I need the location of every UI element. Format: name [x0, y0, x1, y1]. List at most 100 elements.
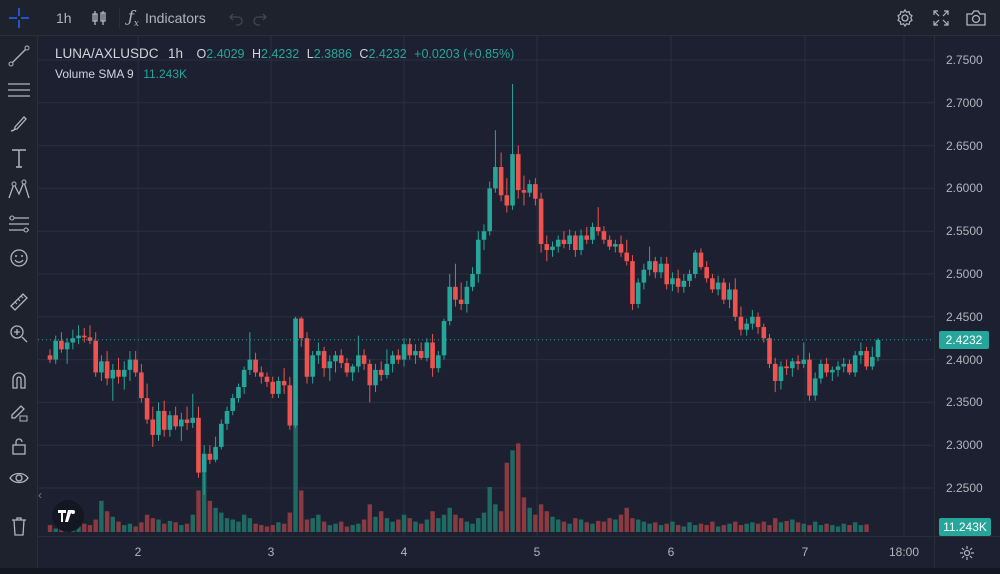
- volume-bar: [681, 526, 687, 532]
- volume-bar: [356, 523, 361, 532]
- horizontal-lines-icon[interactable]: [7, 78, 31, 102]
- candle-body: [641, 269, 647, 283]
- zoom-in-icon[interactable]: [7, 322, 31, 346]
- text-tool-icon[interactable]: [7, 146, 31, 170]
- close-value: 2.4232: [368, 47, 407, 61]
- magnet-icon[interactable]: [7, 368, 31, 392]
- candle: [527, 179, 532, 197]
- candle-body: [515, 154, 521, 191]
- candle: [607, 235, 612, 251]
- volume-bar: [281, 523, 287, 532]
- interval-label: 1h: [56, 10, 72, 26]
- candle-body: [247, 359, 253, 370]
- candle: [276, 376, 281, 399]
- axis-settings-corner[interactable]: [934, 536, 1000, 568]
- candle: [852, 351, 858, 377]
- candle: [304, 332, 310, 384]
- emoji-icon[interactable]: [7, 246, 31, 270]
- candle: [247, 332, 253, 376]
- volume-bar: [824, 523, 829, 532]
- candle: [53, 335, 59, 364]
- time-tick-label: 6: [667, 545, 675, 559]
- volume-bar: [858, 525, 864, 532]
- candle: [624, 239, 630, 266]
- interval-button[interactable]: 1h: [56, 0, 72, 36]
- volume-bar: [247, 518, 253, 532]
- volume-bar: [818, 525, 824, 532]
- volume-bar: [595, 520, 601, 532]
- price-axis[interactable]: 2.7500 2.7000 2.6500 2.6000 2.5500 2.5000 2.45…: [934, 36, 1000, 536]
- candle-body: [544, 244, 550, 251]
- projection-icon[interactable]: [7, 212, 31, 236]
- indicators-button[interactable]: ƒx Indicators: [128, 0, 206, 36]
- undo-icon[interactable]: [228, 0, 244, 36]
- candle: [104, 351, 110, 386]
- volume-bar: [201, 473, 207, 532]
- volume-bar: [162, 523, 167, 532]
- ruler-icon[interactable]: [7, 290, 31, 314]
- lock-icon[interactable]: [7, 434, 31, 458]
- candle-body: [869, 357, 875, 367]
- settings-gear-icon[interactable]: [895, 0, 915, 36]
- candle: [361, 349, 367, 370]
- volume-bar: [864, 524, 869, 532]
- candle-body: [573, 235, 578, 251]
- volume-bar: [653, 522, 658, 532]
- candle: [613, 239, 618, 253]
- volume-bar: [550, 516, 555, 532]
- candle: [675, 269, 681, 293]
- volume-bar: [339, 521, 344, 532]
- crosshair-icon[interactable]: [7, 6, 31, 30]
- volume-bar: [470, 523, 475, 532]
- candle: [515, 145, 521, 199]
- volume-bar: [127, 523, 133, 532]
- candle: [196, 406, 201, 478]
- bar-style-icon[interactable]: [90, 0, 108, 36]
- candle: [436, 351, 441, 373]
- collapse-arrow-icon[interactable]: ‹: [38, 488, 42, 502]
- symbol-name[interactable]: LUNA/AXLUSDC: [55, 46, 159, 61]
- pattern-icon[interactable]: [7, 178, 31, 202]
- trash-icon[interactable]: [7, 514, 31, 538]
- screenshot-camera-icon[interactable]: [965, 0, 987, 36]
- lock-pencil-icon[interactable]: [7, 400, 31, 424]
- candle-body: [864, 351, 869, 367]
- axis-settings-gear-icon[interactable]: [935, 537, 1000, 569]
- volume-bar: [727, 523, 732, 532]
- candle: [258, 366, 264, 384]
- brush-icon[interactable]: [7, 112, 31, 136]
- chart-pane[interactable]: ‹: [38, 36, 934, 536]
- candle-body: [613, 244, 618, 247]
- tradingview-logo[interactable]: [52, 500, 84, 532]
- redo-icon[interactable]: [252, 0, 268, 36]
- candle: [321, 346, 327, 377]
- volume-bar: [287, 512, 293, 532]
- volume-bar: [538, 504, 544, 532]
- candle: [641, 263, 647, 290]
- volume-bar: [755, 523, 761, 532]
- candle-body: [401, 344, 407, 360]
- volume-bar: [721, 525, 727, 532]
- candle-body: [561, 239, 567, 245]
- candle: [139, 363, 144, 403]
- volume-indicator-label[interactable]: Volume SMA 9: [55, 67, 134, 81]
- candle-body: [327, 361, 333, 369]
- time-axis[interactable]: 2 3 4 5 6 7 18:00: [38, 536, 934, 568]
- fullscreen-icon[interactable]: [932, 0, 950, 36]
- candle-body: [270, 381, 276, 394]
- candle: [618, 235, 624, 257]
- candle: [190, 393, 196, 429]
- eye-icon[interactable]: [7, 466, 31, 490]
- candle-body: [670, 278, 675, 285]
- candle: [481, 224, 487, 251]
- volume-bar: [304, 519, 310, 532]
- volume-bar: [236, 521, 241, 532]
- candle: [373, 363, 378, 393]
- trend-line-icon[interactable]: [7, 44, 31, 68]
- candlestick-chart[interactable]: [38, 36, 934, 536]
- candle-body: [144, 398, 150, 420]
- candle-body: [590, 226, 595, 240]
- candle: [721, 278, 727, 304]
- candle: [498, 152, 504, 202]
- candle-body: [179, 419, 184, 427]
